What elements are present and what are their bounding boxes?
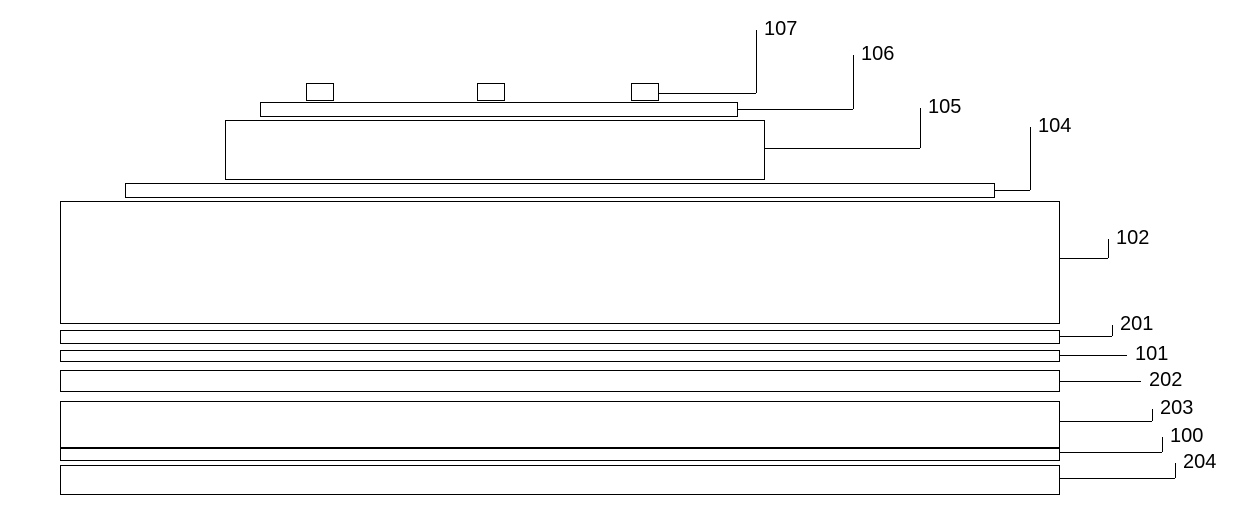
callout-100-leader-v [1162,437,1163,452]
callout-201-leader [1060,336,1112,337]
callout-202-leader [1060,381,1141,382]
callout-107-label: 107 [764,18,797,41]
callout-202-label: 202 [1149,369,1182,392]
callout-201-leader-v [1112,325,1113,336]
layer-107-b [477,83,505,101]
layer-107-a [306,83,334,101]
callout-101-label: 101 [1135,343,1168,366]
callout-100-label: 100 [1170,425,1203,448]
callout-107-leader [659,93,756,94]
layer-201 [60,330,1060,344]
callout-203-leader [1060,421,1152,422]
callout-101-leader [1060,355,1127,356]
callout-105-leader [765,148,920,149]
callout-105-label: 105 [928,96,961,119]
callout-203-label: 203 [1160,397,1193,420]
callout-201-label: 201 [1120,313,1153,336]
callout-102-leader-v [1108,239,1109,258]
layer-202 [60,370,1060,392]
callout-104-label: 104 [1038,115,1071,138]
layer-100 [60,448,1060,461]
callout-106-label: 106 [861,43,894,66]
layer-104 [125,183,995,198]
layer-102 [60,201,1060,324]
layer-203 [60,401,1060,448]
technical-diagram: 107 106 105 104 102 201 101 202 203 100 204 [0,0,1240,509]
callout-106-leader [738,109,853,110]
callout-105-leader-v [920,108,921,148]
layer-107-c [631,83,659,101]
callout-106-leader-v [853,55,854,109]
callout-203-leader-v [1152,409,1153,421]
callout-204-leader [1060,478,1175,479]
callout-102-leader [1060,258,1108,259]
layer-204 [60,465,1060,495]
layer-106 [260,102,738,117]
callout-104-leader [995,190,1030,191]
callout-204-label: 204 [1183,451,1216,474]
callout-107-leader-v [756,30,757,93]
layer-105 [225,120,765,180]
callout-104-leader-v [1030,127,1031,190]
callout-204-leader-v [1175,463,1176,478]
callout-102-label: 102 [1116,227,1149,250]
layer-101 [60,350,1060,362]
callout-100-leader [1060,452,1162,453]
